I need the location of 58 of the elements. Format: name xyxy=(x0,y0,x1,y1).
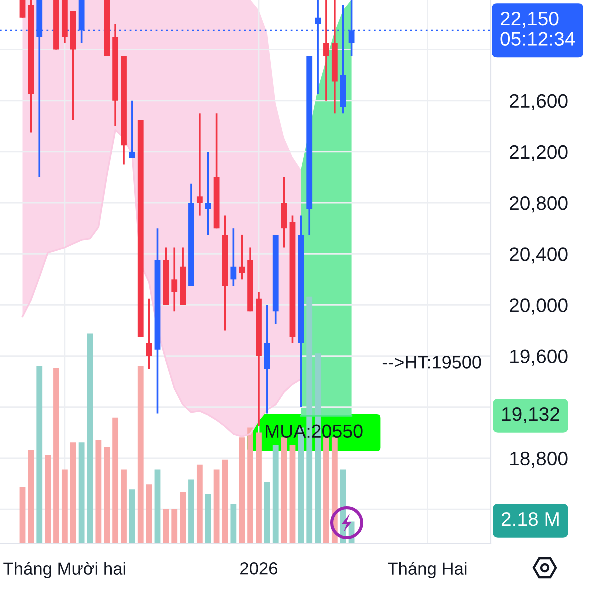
annotation: -->HT:19500 xyxy=(382,356,482,369)
candlestick xyxy=(205,151,212,236)
candlestick xyxy=(196,112,203,217)
bar xyxy=(70,442,76,544)
bar xyxy=(188,480,194,544)
candlestick xyxy=(20,0,26,19)
bar xyxy=(163,509,170,544)
bar xyxy=(138,366,144,544)
y-tick-label: 20,000 xyxy=(510,298,568,315)
candlestick xyxy=(324,0,330,102)
ref-line-label: 22,150 05:12:34 xyxy=(500,12,576,46)
bar xyxy=(28,450,34,544)
candlestick xyxy=(146,298,152,370)
bar xyxy=(104,448,110,544)
bar xyxy=(290,445,296,544)
bar xyxy=(205,494,212,544)
bar xyxy=(146,484,152,544)
x-tick-label: 2026 xyxy=(240,562,278,575)
bar xyxy=(281,438,288,544)
bar xyxy=(222,460,228,544)
bar xyxy=(112,418,119,544)
candlestick xyxy=(239,234,246,281)
bar xyxy=(214,470,220,544)
bar xyxy=(121,470,127,544)
candlestick xyxy=(129,100,136,160)
bar xyxy=(230,504,237,544)
bar xyxy=(36,366,43,544)
bar xyxy=(172,509,178,544)
bar xyxy=(154,470,161,544)
bar xyxy=(324,438,330,544)
bar xyxy=(264,482,270,544)
bar xyxy=(78,442,85,544)
y-tick-label: 18,800 xyxy=(510,452,568,468)
text: 2.18 M xyxy=(502,512,559,526)
bar xyxy=(129,490,136,544)
y-tick-label: 20,400 xyxy=(510,248,568,264)
bar xyxy=(87,334,94,544)
bar xyxy=(45,454,52,544)
bar xyxy=(96,440,102,544)
x-tick-label: Tháng Mười hai xyxy=(4,562,126,578)
x-tick-label: Tháng Hai xyxy=(388,562,467,578)
y-tick-label: 19,600 xyxy=(510,350,568,366)
candlestick xyxy=(315,0,321,96)
candlestick xyxy=(230,228,237,287)
y-tick-label: 21,600 xyxy=(510,94,568,110)
bar xyxy=(54,368,60,544)
candlestick xyxy=(172,246,178,312)
bar xyxy=(62,470,68,544)
text: 19,132 xyxy=(502,407,560,424)
bar xyxy=(239,438,246,544)
bar xyxy=(196,464,203,544)
bar xyxy=(256,432,262,544)
bar xyxy=(20,487,26,544)
bar xyxy=(248,428,254,544)
bar xyxy=(272,445,279,544)
y-tick-label: 20,800 xyxy=(510,196,568,213)
bar xyxy=(180,492,186,544)
y-tick-label: 21,200 xyxy=(510,145,568,162)
